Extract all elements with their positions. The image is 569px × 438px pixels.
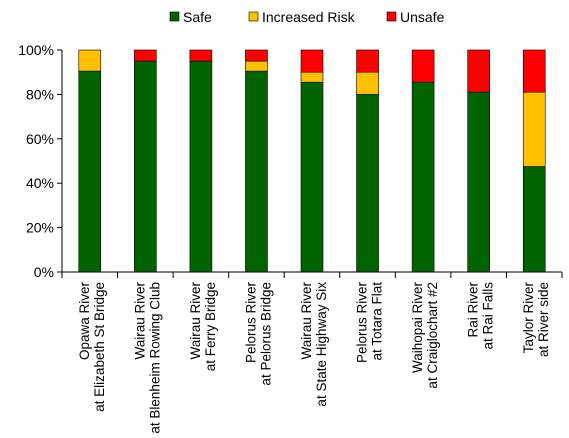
- bar-segment-safe: [245, 70, 268, 273]
- x-category-label: Wairau Riverat State Highway Six: [299, 281, 329, 406]
- legend-label: Unsafe: [400, 9, 445, 25]
- bar-segment-unsafe: [134, 49, 157, 62]
- bar-segment-safe: [467, 91, 490, 273]
- y-tick-label: 40%: [26, 175, 54, 191]
- x-category-label: Pelorus Riverat Totara Flat: [355, 282, 385, 364]
- y-tick-label: 60%: [26, 131, 54, 147]
- bar-segment-safe: [134, 60, 157, 273]
- bar-segment-increased-risk: [245, 60, 268, 72]
- legend-item-3: Unsafe: [386, 9, 445, 25]
- bar-segment-safe: [78, 70, 102, 273]
- x-category-label: Wairau Riverat Ferry Bridge: [188, 281, 218, 371]
- bar-segment-unsafe: [522, 49, 546, 93]
- y-axis: 0% 20% 40% 60% 80% 100%: [18, 42, 63, 280]
- bar-segment-safe: [411, 81, 435, 273]
- x-category-label: Rai Riverat Rai Falls: [466, 282, 496, 350]
- bar-segment-increased-risk: [356, 71, 379, 95]
- bar-segment-safe: [522, 166, 546, 273]
- bar-segment-safe: [300, 81, 324, 273]
- x-category-label: Wairau Riverat Blenheim Rowing Club: [132, 281, 162, 433]
- bar-segment-unsafe: [300, 49, 324, 73]
- y-tick-label: 80%: [26, 86, 54, 102]
- x-category-label: Opawa Riverat Elizabeth St Bridge: [77, 281, 107, 411]
- bar-segment-unsafe: [189, 49, 213, 62]
- x-axis: Opawa Riverat Elizabeth St Bridge Wairau …: [61, 271, 563, 434]
- legend-swatch: [169, 11, 180, 22]
- bar-segment-increased-risk: [300, 71, 324, 83]
- bars: [78, 49, 546, 273]
- legend-swatch: [248, 11, 259, 22]
- y-tick-label: 20%: [26, 220, 54, 236]
- bar-segment-unsafe: [356, 49, 379, 73]
- x-category-label: Taylor Riverat River side: [521, 281, 551, 357]
- bar-segment-safe: [189, 60, 213, 273]
- bar-segment-unsafe: [411, 49, 435, 83]
- bar-segment-safe: [356, 94, 379, 273]
- legend-item-2: Increased Risk: [248, 9, 356, 25]
- bar-segment-increased-risk: [522, 91, 546, 167]
- bar-segment-unsafe: [245, 49, 268, 62]
- x-category-label: Waihopai Riverat Craiglochart #2: [410, 282, 440, 389]
- bar-segment-unsafe: [467, 49, 490, 93]
- x-category-label: Pelorus Riverat Pelorus Bridge: [243, 282, 273, 386]
- legend-label: Safe: [183, 9, 212, 25]
- legend: Safe Increased Risk Unsafe: [169, 9, 445, 25]
- legend-item-1: Safe: [169, 9, 212, 25]
- y-tick-label: 100%: [18, 42, 54, 58]
- legend-swatch: [386, 11, 397, 22]
- bar-segment-increased-risk: [78, 49, 102, 72]
- legend-label: Increased Risk: [262, 9, 356, 25]
- y-tick-label: 0%: [34, 264, 54, 280]
